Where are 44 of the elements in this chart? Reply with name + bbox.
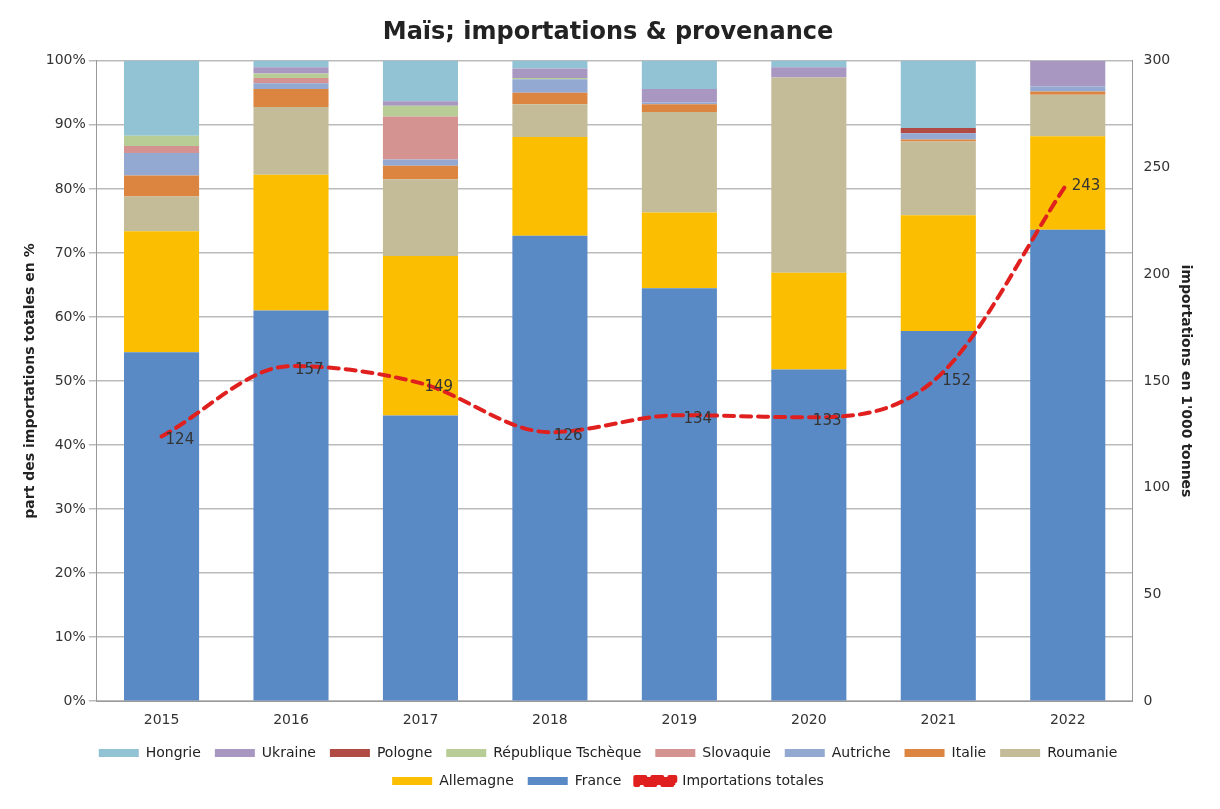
y2-axis-title: importations en 1'000 tonnes <box>1178 264 1195 498</box>
x-tick-label: 2017 <box>402 711 439 728</box>
data-label: 243 <box>1071 176 1101 195</box>
y2-tick-label: 150 <box>1143 371 1171 388</box>
y2-tick-label: 250 <box>1143 158 1171 175</box>
x-tick-label: 2021 <box>920 711 957 728</box>
y-tick-label: 10% <box>54 627 86 644</box>
y-tick-label: 100% <box>45 51 86 68</box>
x-tick-label: 2022 <box>1049 711 1086 728</box>
y-axis-title: part des importations totales en % <box>21 243 38 519</box>
legend-label: Pologne <box>376 743 433 760</box>
y-tick-label: 70% <box>54 243 86 260</box>
data-label: 124 <box>165 430 195 449</box>
y2-tick-label: 50 <box>1143 585 1162 602</box>
legend-label: Autriche <box>831 743 891 760</box>
x-tick-label: 2020 <box>791 711 827 728</box>
y-tick-label: 80% <box>54 179 86 196</box>
legend-label: Hongrie <box>145 743 201 760</box>
y-tick-label: 40% <box>54 435 86 452</box>
y-tick-label: 30% <box>54 499 86 516</box>
x-tick-label: 2018 <box>532 711 568 728</box>
y-tick-label: 50% <box>54 371 86 388</box>
legend-label: Allemagne <box>439 771 514 788</box>
y-tick-label: 60% <box>54 307 86 324</box>
legend-label: Italie <box>951 743 987 760</box>
legend-label: République Tschèque <box>493 743 642 760</box>
x-tick-label: 2015 <box>143 711 180 728</box>
legend-label: France <box>574 771 622 788</box>
legend-label: Importations totales <box>682 771 824 788</box>
data-label: 126 <box>553 426 583 445</box>
y-tick-label: 0% <box>63 691 86 708</box>
chart-title: Maïs; importations & provenance <box>382 16 834 45</box>
legend-label: Slovaquie <box>702 743 771 760</box>
y2-tick-label: 100 <box>1143 478 1171 495</box>
y-tick-label: 20% <box>54 563 86 580</box>
x-tick-label: 2016 <box>273 711 309 728</box>
y2-tick-label: 300 <box>1143 51 1171 68</box>
y2-tick-label: 200 <box>1143 264 1171 281</box>
legend-label: Ukraine <box>261 743 316 760</box>
data-label: 152 <box>942 370 971 389</box>
y-tick-label: 90% <box>54 115 86 132</box>
x-tick-label: 2019 <box>661 711 698 728</box>
y2-tick-label: 0 <box>1143 691 1153 708</box>
legend-label: Roumanie <box>1047 743 1118 760</box>
